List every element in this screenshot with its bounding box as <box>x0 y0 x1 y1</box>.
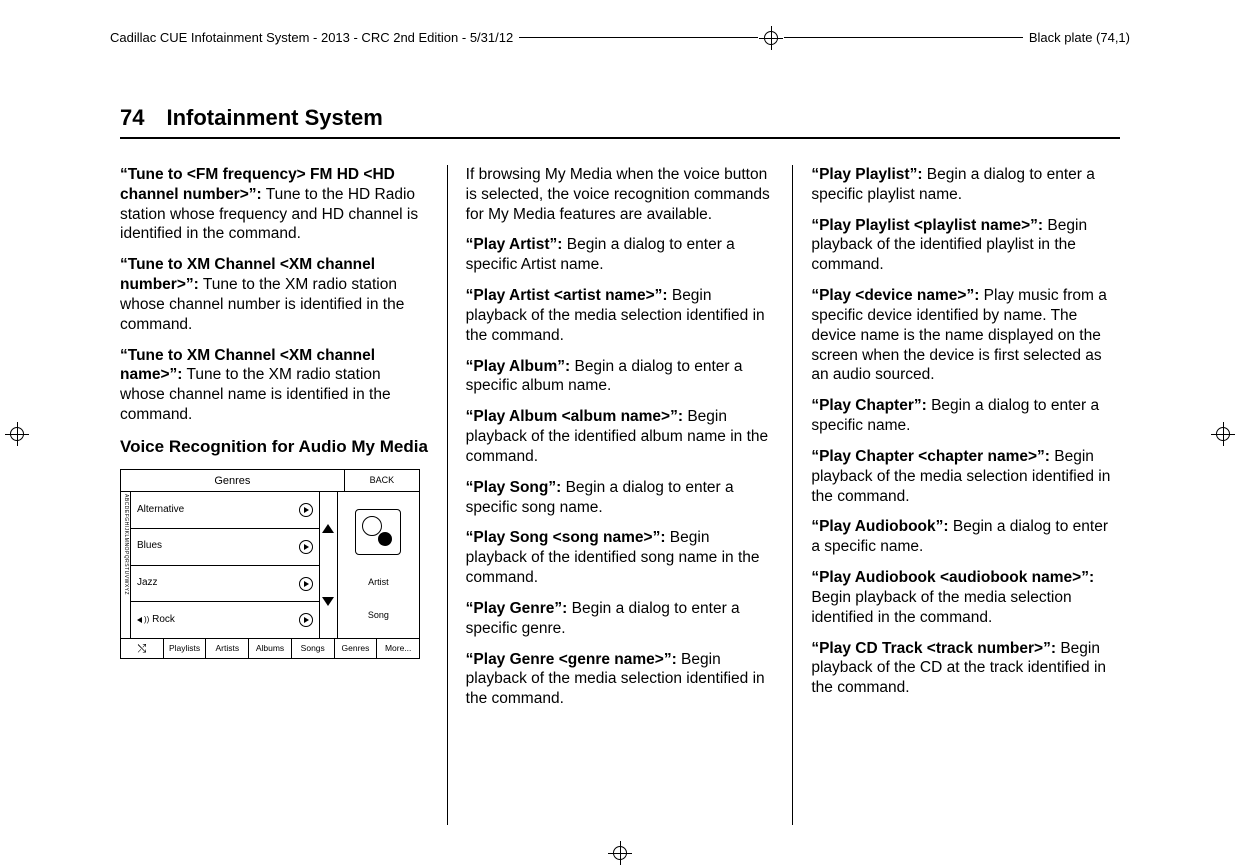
list-item[interactable]: Blues <box>131 529 320 566</box>
command-label: “Play Album”: <box>466 358 571 375</box>
command-entry: “Play Audiobook”: Begin a dialog to ente… <box>811 517 1120 557</box>
tab-more[interactable]: More... <box>377 639 419 658</box>
chevron-down-icon <box>322 597 334 606</box>
command-label: “Play Artist <artist name>”: <box>466 287 668 304</box>
command-label: “Play <device name>”: <box>811 287 979 304</box>
document-header: Cadillac CUE Infotainment System - 2013 … <box>110 30 1130 45</box>
command-entry: “Tune to XM Channel <XM channel name>”: … <box>120 346 429 425</box>
tab-genres[interactable]: Genres <box>335 639 378 658</box>
genres-screen-illustration: Genres BACK ABCDEFGHIJKLMNOPQRSTUVWXYZ A… <box>120 469 420 659</box>
command-desc: Begin playback of the media selection id… <box>811 589 1071 626</box>
header-rule <box>519 37 758 38</box>
tab-albums[interactable]: Albums <box>249 639 292 658</box>
screen-tab-bar: ⤭ Playlists Artists Albums Songs Genres … <box>121 638 419 658</box>
album-art-icon[interactable] <box>355 509 401 555</box>
content-columns: “Tune to <FM frequency> FM HD <HD channe… <box>120 165 1120 825</box>
play-icon[interactable] <box>299 503 313 517</box>
command-label: “Play Song <song name>”: <box>466 529 666 546</box>
doc-info: Cadillac CUE Infotainment System - 2013 … <box>110 30 513 45</box>
plate-label: Black plate (74,1) <box>1029 30 1130 45</box>
command-entry: “Play Chapter”: Begin a dialog to enter … <box>811 396 1120 436</box>
command-label: “Play Playlist <playlist name>”: <box>811 217 1043 234</box>
header-rule <box>784 37 1023 38</box>
command-entry: “Play Album <album name>”: Begin playbac… <box>466 407 775 466</box>
command-entry: “Play Song”: Begin a dialog to enter a s… <box>466 478 775 518</box>
column-2: If browsing My Media when the voice butt… <box>448 165 794 825</box>
command-entry: “Play <device name>”: Play music from a … <box>811 286 1120 385</box>
command-entry: “Play Audiobook <audiobook name>”: Begin… <box>811 568 1120 627</box>
command-label: “Play Audiobook”: <box>811 518 948 535</box>
tab-playlists[interactable]: Playlists <box>164 639 207 658</box>
registration-mark-icon <box>613 846 627 860</box>
command-entry: “Play CD Track <track number>”: Begin pl… <box>811 639 1120 698</box>
command-label: “Play Artist”: <box>466 236 563 253</box>
registration-mark-icon <box>764 31 778 45</box>
command-entry: “Play Genre <genre name>”: Begin playbac… <box>466 650 775 709</box>
command-entry: “Play Album”: Begin a dialog to enter a … <box>466 357 775 397</box>
shuffle-icon: ⤭ <box>137 642 146 656</box>
registration-mark-icon <box>10 427 24 441</box>
command-entry: “Play Playlist <playlist name>”: Begin p… <box>811 216 1120 275</box>
tab-artists[interactable]: Artists <box>206 639 249 658</box>
command-label: “Play Album <album name>”: <box>466 408 683 425</box>
play-icon[interactable] <box>299 540 313 554</box>
scroll-column <box>320 492 338 638</box>
command-label: “Play Chapter <chapter name>”: <box>811 448 1050 465</box>
page-number: 74 <box>120 105 144 131</box>
list-item[interactable]: )) Rock <box>131 602 320 638</box>
genre-label: Blues <box>137 540 162 553</box>
shuffle-button[interactable]: ⤭ <box>121 639 164 658</box>
section-title: Infotainment System <box>166 105 382 131</box>
command-label: “Play Genre <genre name>”: <box>466 651 677 668</box>
command-entry: “Play Chapter <chapter name>”: Begin pla… <box>811 447 1120 506</box>
command-entry: “Tune to XM Channel <XM channel number>”… <box>120 255 429 334</box>
screen-title: Genres <box>121 470 345 492</box>
genre-label: Rock <box>152 614 175 627</box>
genre-list: Alternative Blues Jazz )) Rock <box>131 492 320 638</box>
speaker-icon: )) <box>137 615 149 625</box>
now-playing-panel: Artist Song <box>338 492 419 638</box>
command-entry: “Play Artist”: Begin a dialog to enter a… <box>466 235 775 275</box>
alpha-scroll-strip[interactable]: ABCDEFGHIJKLMNOPQRSTUVWXYZ <box>121 492 131 638</box>
command-label: “Play Genre”: <box>466 600 568 617</box>
registration-mark-icon <box>1216 427 1230 441</box>
command-entry: “Play Song <song name>”: Begin playback … <box>466 528 775 587</box>
column-3: “Play Playlist”: Begin a dialog to enter… <box>793 165 1120 825</box>
command-label: “Play Song”: <box>466 479 562 496</box>
page-header: 74 Infotainment System <box>120 105 1120 139</box>
command-label: “Play Playlist”: <box>811 166 922 183</box>
column-1: “Tune to <FM frequency> FM HD <HD channe… <box>120 165 448 825</box>
command-entry: “Play Artist <artist name>”: Begin playb… <box>466 286 775 345</box>
genre-label: Jazz <box>137 577 158 590</box>
chevron-up-icon <box>322 524 334 533</box>
command-entry: “Play Genre”: Begin a dialog to enter a … <box>466 599 775 639</box>
list-item[interactable]: Jazz <box>131 566 320 603</box>
command-entry: “Play Playlist”: Begin a dialog to enter… <box>811 165 1120 205</box>
artist-label: Artist <box>368 577 389 588</box>
genre-label: Alternative <box>137 504 184 517</box>
command-label: “Play Audiobook <audiobook name>”: <box>811 569 1094 586</box>
command-label: “Play Chapter”: <box>811 397 926 414</box>
song-label: Song <box>368 610 389 621</box>
command-label: “Play CD Track <track number>”: <box>811 640 1056 657</box>
play-icon[interactable] <box>299 613 313 627</box>
list-item[interactable]: Alternative <box>131 492 320 529</box>
command-entry: “Tune to <FM frequency> FM HD <HD channe… <box>120 165 429 244</box>
scroll-down-button[interactable] <box>320 565 337 638</box>
subheading: Voice Recognition for Audio My Media <box>120 436 429 457</box>
back-button[interactable]: BACK <box>345 470 419 492</box>
intro-paragraph: If browsing My Media when the voice butt… <box>466 165 775 224</box>
play-icon[interactable] <box>299 577 313 591</box>
scroll-up-button[interactable] <box>320 492 337 565</box>
tab-songs[interactable]: Songs <box>292 639 335 658</box>
